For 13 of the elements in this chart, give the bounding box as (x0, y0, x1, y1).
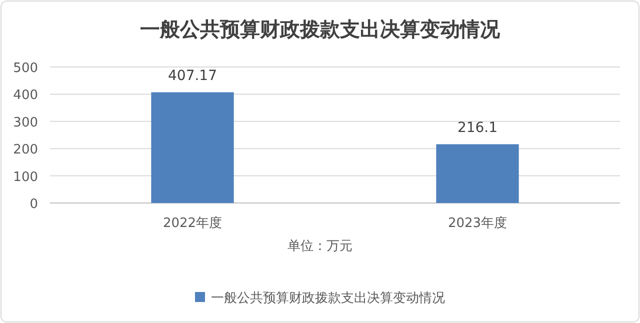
y-tick-label: 0 (30, 197, 38, 212)
x-axis-title: 单位：万元 (288, 239, 352, 254)
legend: 一般公共预算财政拨款支出决算变动情况 (195, 291, 445, 306)
y-tick-label: 400 (13, 88, 38, 104)
chart-title: 一般公共预算财政拨款支出决算变动情况 (140, 17, 501, 41)
y-tick-label: 100 (13, 170, 38, 185)
y-tick-label: 500 (13, 61, 38, 76)
y-tick-label: 200 (13, 142, 38, 158)
x-tick-label: 2022年度 (162, 215, 222, 231)
data-label: 407.17 (168, 68, 217, 84)
data-label: 216.1 (457, 120, 498, 136)
y-tick-label: 300 (13, 115, 38, 130)
x-tick-label: 2023年度 (448, 215, 508, 231)
